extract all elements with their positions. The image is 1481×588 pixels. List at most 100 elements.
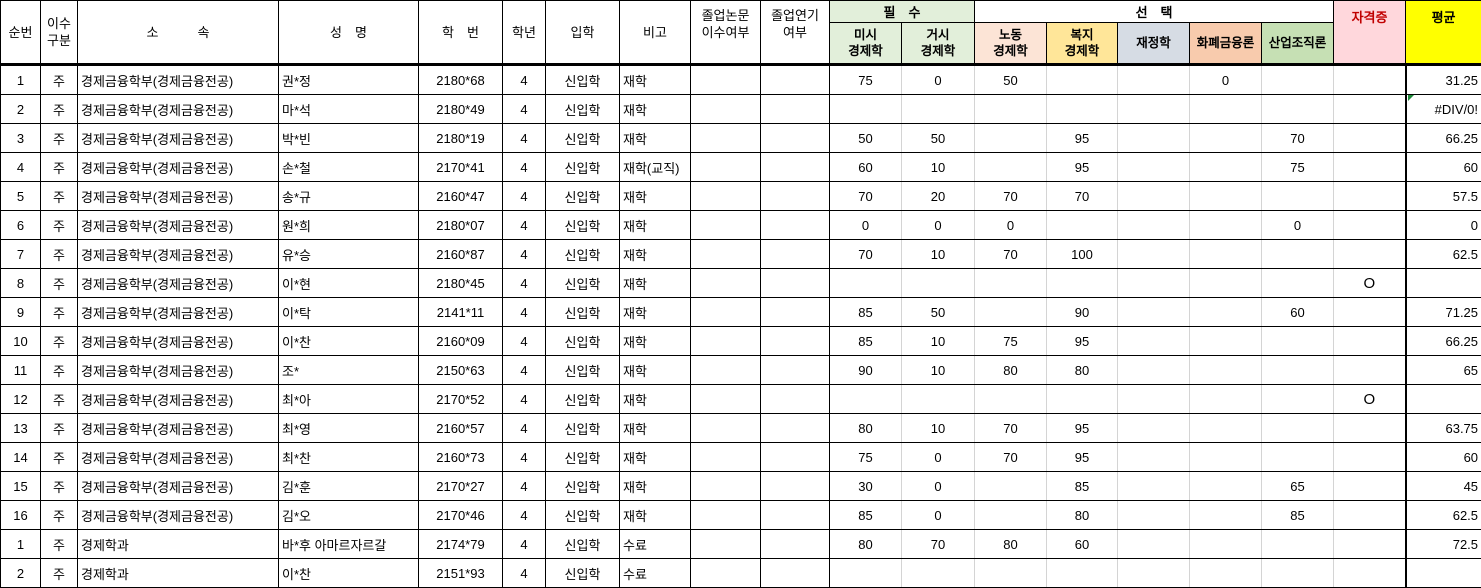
cell-admit[interactable]: 신입학 — [546, 443, 620, 472]
cell-delay[interactable] — [761, 385, 830, 414]
cell-admit[interactable]: 신입학 — [546, 124, 620, 153]
cell-avg[interactable]: 57.5 — [1406, 182, 1481, 211]
cell-cert[interactable] — [1334, 414, 1406, 443]
cell-delay[interactable] — [761, 501, 830, 530]
cell-industry[interactable]: 70 — [1262, 124, 1334, 153]
cell-delay[interactable] — [761, 65, 830, 95]
header-id[interactable]: 학 번 — [419, 1, 503, 65]
cell-industry[interactable] — [1262, 414, 1334, 443]
cell-admit[interactable]: 신입학 — [546, 182, 620, 211]
cell-finance[interactable] — [1118, 124, 1190, 153]
cell-id[interactable]: 2174*79 — [419, 530, 503, 559]
cell-labor[interactable]: 80 — [975, 356, 1047, 385]
cell-no[interactable]: 8 — [1, 269, 41, 298]
cell-welfare[interactable] — [1047, 211, 1118, 240]
cell-macro[interactable] — [902, 269, 975, 298]
cell-thesis[interactable] — [691, 530, 761, 559]
cell-avg[interactable]: 72.5 — [1406, 530, 1481, 559]
cell-labor[interactable]: 70 — [975, 240, 1047, 269]
cell-welfare[interactable] — [1047, 65, 1118, 95]
cell-macro[interactable]: 0 — [902, 211, 975, 240]
cell-avg[interactable] — [1406, 269, 1481, 298]
cell-industry[interactable] — [1262, 356, 1334, 385]
cell-micro[interactable]: 0 — [830, 211, 902, 240]
cell-dept[interactable]: 경제학과 — [78, 559, 279, 588]
cell-thesis[interactable] — [691, 385, 761, 414]
cell-labor[interactable] — [975, 269, 1047, 298]
cell-finance[interactable] — [1118, 414, 1190, 443]
cell-cert[interactable] — [1334, 95, 1406, 124]
cell-macro[interactable]: 0 — [902, 65, 975, 95]
cell-cert[interactable] — [1334, 182, 1406, 211]
cell-money[interactable] — [1190, 356, 1262, 385]
cell-id[interactable]: 2180*49 — [419, 95, 503, 124]
cell-delay[interactable] — [761, 240, 830, 269]
cell-id[interactable]: 2170*27 — [419, 472, 503, 501]
cell-industry[interactable]: 85 — [1262, 501, 1334, 530]
cell-thesis[interactable] — [691, 269, 761, 298]
cell-macro[interactable] — [902, 559, 975, 588]
cell-no[interactable]: 1 — [1, 65, 41, 95]
cell-macro[interactable]: 10 — [902, 356, 975, 385]
cell-finance[interactable] — [1118, 443, 1190, 472]
cell-avg[interactable]: 31.25 — [1406, 65, 1481, 95]
header-type[interactable]: 이수 구분 — [41, 1, 78, 65]
cell-micro[interactable]: 70 — [830, 240, 902, 269]
cell-macro[interactable]: 10 — [902, 414, 975, 443]
cell-note[interactable]: 재학 — [620, 501, 691, 530]
cell-micro[interactable] — [830, 385, 902, 414]
cell-id[interactable]: 2170*52 — [419, 385, 503, 414]
cell-thesis[interactable] — [691, 95, 761, 124]
cell-name[interactable]: 이*현 — [279, 269, 419, 298]
cell-finance[interactable] — [1118, 65, 1190, 95]
cell-welfare[interactable] — [1047, 269, 1118, 298]
header-cert[interactable]: 자격증 — [1334, 1, 1406, 65]
cell-name[interactable]: 이*탁 — [279, 298, 419, 327]
cell-micro[interactable]: 60 — [830, 153, 902, 182]
cell-micro[interactable]: 85 — [830, 501, 902, 530]
cell-type[interactable]: 주 — [41, 559, 78, 588]
cell-finance[interactable] — [1118, 530, 1190, 559]
cell-name[interactable]: 박*빈 — [279, 124, 419, 153]
cell-industry[interactable] — [1262, 182, 1334, 211]
cell-labor[interactable]: 75 — [975, 327, 1047, 356]
cell-thesis[interactable] — [691, 65, 761, 95]
cell-id[interactable]: 2160*73 — [419, 443, 503, 472]
cell-macro[interactable]: 20 — [902, 182, 975, 211]
cell-dept[interactable]: 경제금융학부(경제금융전공) — [78, 269, 279, 298]
cell-thesis[interactable] — [691, 211, 761, 240]
cell-type[interactable]: 주 — [41, 443, 78, 472]
cell-finance[interactable] — [1118, 501, 1190, 530]
cell-thesis[interactable] — [691, 443, 761, 472]
cell-money[interactable] — [1190, 327, 1262, 356]
cell-finance[interactable] — [1118, 327, 1190, 356]
cell-dept[interactable]: 경제금융학부(경제금융전공) — [78, 472, 279, 501]
header-labor[interactable]: 노동 경제학 — [975, 23, 1047, 65]
cell-type[interactable]: 주 — [41, 501, 78, 530]
cell-dept[interactable]: 경제금융학부(경제금융전공) — [78, 356, 279, 385]
cell-admit[interactable]: 신입학 — [546, 501, 620, 530]
cell-name[interactable]: 원*희 — [279, 211, 419, 240]
cell-no[interactable]: 3 — [1, 124, 41, 153]
cell-macro[interactable]: 10 — [902, 240, 975, 269]
cell-note[interactable]: 수료 — [620, 530, 691, 559]
cell-finance[interactable] — [1118, 95, 1190, 124]
cell-thesis[interactable] — [691, 356, 761, 385]
cell-note[interactable]: 재학 — [620, 472, 691, 501]
header-note[interactable]: 비고 — [620, 1, 691, 65]
cell-note[interactable]: 재학 — [620, 95, 691, 124]
cell-admit[interactable]: 신입학 — [546, 530, 620, 559]
cell-cert[interactable] — [1334, 501, 1406, 530]
cell-id[interactable]: 2170*46 — [419, 501, 503, 530]
cell-money[interactable] — [1190, 211, 1262, 240]
cell-labor[interactable] — [975, 124, 1047, 153]
cell-no[interactable]: 16 — [1, 501, 41, 530]
cell-thesis[interactable] — [691, 559, 761, 588]
cell-avg[interactable]: 60 — [1406, 443, 1481, 472]
cell-finance[interactable] — [1118, 182, 1190, 211]
cell-welfare[interactable]: 95 — [1047, 443, 1118, 472]
header-year[interactable]: 학년 — [503, 1, 546, 65]
cell-year[interactable]: 4 — [503, 124, 546, 153]
cell-id[interactable]: 2141*11 — [419, 298, 503, 327]
cell-name[interactable]: 이*찬 — [279, 559, 419, 588]
